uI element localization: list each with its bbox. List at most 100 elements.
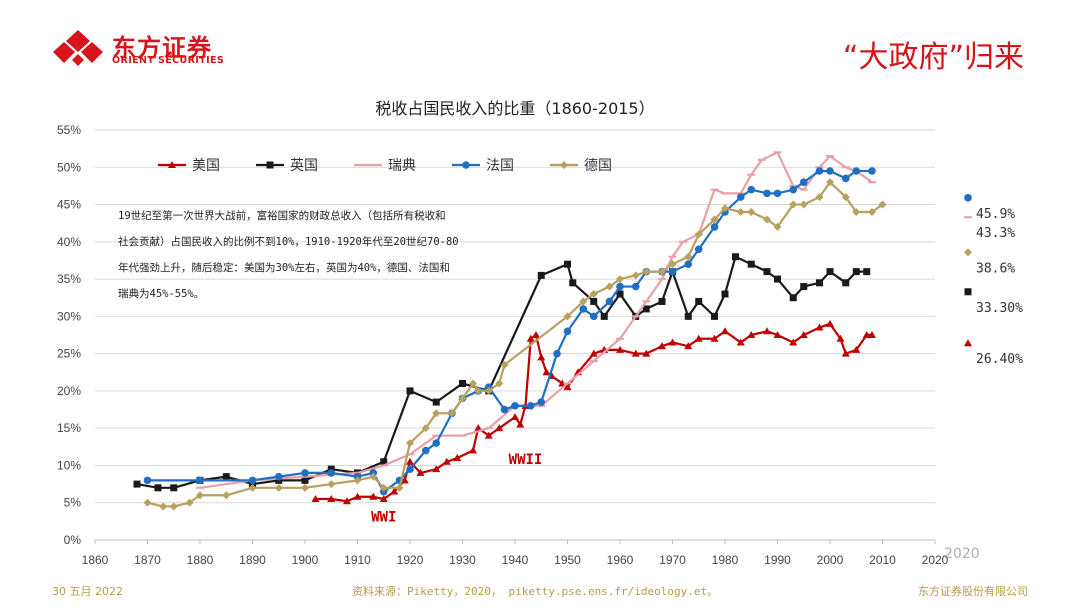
data-point <box>799 200 808 209</box>
data-point <box>852 208 861 216</box>
data-point <box>684 312 692 320</box>
x-tick-label: 1980 <box>712 553 739 567</box>
x-tick-label: 1860 <box>82 553 109 567</box>
data-point <box>852 345 861 353</box>
slide-headline: “大政府”归来 <box>842 40 1024 75</box>
legend-label: 德国 <box>584 158 612 174</box>
annotation-line: 19世纪至第一次世界大战前，富裕国家的财政总收入（包括所有税收和 <box>118 209 446 222</box>
data-point <box>789 185 798 194</box>
data-point <box>694 230 703 239</box>
data-point <box>154 484 162 492</box>
data-point <box>558 379 567 387</box>
legend-label: 法国 <box>486 158 514 174</box>
data-point <box>605 297 614 306</box>
data-point <box>495 379 504 388</box>
data-point <box>301 483 309 492</box>
data-point <box>721 290 729 298</box>
x-tick-label: 1870 <box>134 553 161 567</box>
data-point <box>747 208 756 216</box>
data-point <box>721 327 729 335</box>
data-point <box>526 334 535 342</box>
data-point <box>826 319 834 327</box>
data-point <box>569 279 577 287</box>
data-point <box>605 282 614 291</box>
footer-date: 30 五月 2022 <box>52 585 123 598</box>
data-point <box>526 402 535 410</box>
x-tick-label: 1890 <box>239 553 266 567</box>
data-point <box>553 349 561 358</box>
data-point <box>500 405 509 414</box>
annotation-line: 社会贡献）占国民收入的比例不到10%，1910-1920年代至20世纪70-80 <box>118 235 459 248</box>
data-point <box>799 331 808 338</box>
data-point <box>248 476 257 485</box>
data-point <box>462 161 470 169</box>
data-point <box>448 409 456 418</box>
data-point <box>564 260 571 268</box>
data-point <box>416 468 425 476</box>
data-point <box>658 342 666 350</box>
data-point <box>495 424 504 432</box>
company-logo: 东方证券 ORIENT SECURITIES <box>52 26 252 70</box>
brand-name-en: ORIENT SECURITIES <box>112 55 225 66</box>
x-tick-label: 1960 <box>607 553 634 567</box>
data-point <box>789 200 798 209</box>
series-line <box>136 255 867 489</box>
data-point <box>222 473 230 481</box>
x-tick-label: 1900 <box>292 553 319 567</box>
x-tick-label: 1880 <box>187 553 214 567</box>
data-point <box>773 222 782 231</box>
data-point <box>789 294 797 302</box>
data-point <box>474 424 483 432</box>
chart-title: 税收占国民收入的比重（1860-2015） <box>375 99 654 118</box>
data-point <box>836 334 845 342</box>
x-tick-label: 1910 <box>344 553 371 567</box>
data-point <box>616 345 624 353</box>
data-point <box>668 267 677 276</box>
data-point <box>747 260 755 268</box>
data-point <box>432 439 441 447</box>
data-point <box>600 312 608 320</box>
data-point <box>500 360 509 369</box>
data-point <box>169 502 178 511</box>
data-point <box>826 178 834 187</box>
x-tick-label: 1920 <box>397 553 424 567</box>
data-point <box>579 305 588 313</box>
data-point <box>852 268 860 276</box>
data-point <box>453 454 462 461</box>
data-point <box>353 476 362 485</box>
data-point <box>537 271 545 279</box>
data-point <box>143 476 152 485</box>
data-point <box>563 312 572 321</box>
data-point <box>631 349 640 357</box>
data-point <box>168 161 176 168</box>
data-point <box>353 492 362 500</box>
data-point <box>736 338 745 346</box>
data-point <box>773 331 782 338</box>
y-tick-label: 45% <box>57 198 81 212</box>
data-point <box>469 379 477 388</box>
data-point <box>143 498 152 507</box>
data-point <box>695 297 703 305</box>
data-point <box>710 215 719 224</box>
data-point <box>658 267 666 276</box>
x-tick-label: 2020 <box>922 553 949 567</box>
data-point <box>579 297 588 306</box>
data-point <box>327 480 336 489</box>
data-point <box>458 394 467 403</box>
data-point <box>327 469 336 477</box>
data-point <box>710 334 719 342</box>
y-tick-label: 10% <box>57 458 81 472</box>
data-point <box>684 252 693 261</box>
brand-name-cn: 东方证券 <box>112 34 212 62</box>
end-value-label: 26.40% <box>976 352 1023 367</box>
data-point <box>196 491 204 500</box>
data-point <box>736 208 745 216</box>
data-point <box>563 327 572 336</box>
y-tick-label: 0% <box>64 533 82 547</box>
footer-source: 资料来源：Piketty，2020， piketty.pse.ens.fr/id… <box>352 585 719 598</box>
y-tick-label: 25% <box>57 347 81 361</box>
data-point <box>442 457 451 465</box>
data-point <box>815 193 824 202</box>
data-point <box>484 431 493 439</box>
x-tick-label: 1950 <box>554 553 581 567</box>
